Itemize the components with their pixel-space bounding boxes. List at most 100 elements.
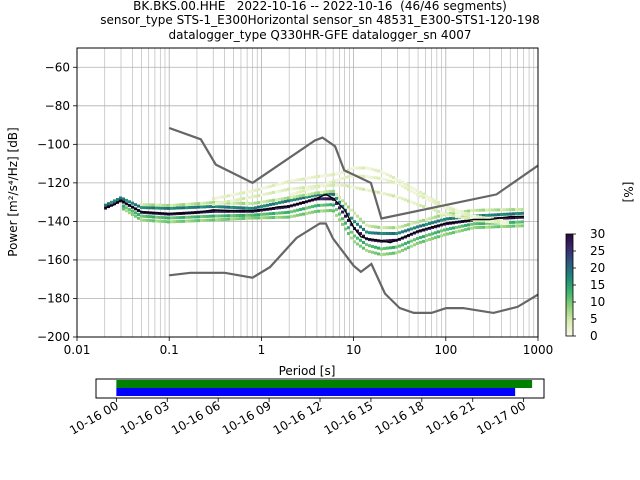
density-cell xyxy=(512,224,515,228)
density-cell xyxy=(140,203,143,207)
density-cell xyxy=(365,166,368,170)
density-cell xyxy=(269,212,272,216)
density-cell xyxy=(146,218,149,222)
density-cell xyxy=(371,245,374,248)
low-noise-model-line xyxy=(169,222,538,315)
density-cell xyxy=(470,222,473,226)
density-cell xyxy=(287,187,290,191)
density-cell xyxy=(134,211,137,215)
density-cell xyxy=(452,216,455,220)
density-cell xyxy=(140,214,143,218)
density-cell xyxy=(338,177,341,181)
density-cell xyxy=(422,235,425,239)
density-cell xyxy=(152,203,155,207)
density-cell xyxy=(398,225,401,229)
density-cell xyxy=(386,246,389,250)
density-cell xyxy=(260,216,263,220)
density-cell xyxy=(128,211,131,215)
density-cell xyxy=(275,198,278,202)
density-heatmap xyxy=(104,166,524,257)
density-cell xyxy=(467,214,470,218)
density-cell xyxy=(161,203,164,207)
density-cell xyxy=(374,231,377,235)
density-cell xyxy=(410,185,413,189)
density-cell xyxy=(494,218,497,222)
density-cell xyxy=(395,195,398,199)
density-cell xyxy=(515,220,518,224)
y-tick-label: −200 xyxy=(37,330,70,344)
density-cell xyxy=(422,223,425,227)
density-cell xyxy=(245,190,248,194)
density-cell xyxy=(227,217,230,221)
density-cell xyxy=(308,195,311,198)
density-cell xyxy=(176,216,179,220)
density-cell xyxy=(362,220,365,224)
density-cell xyxy=(287,215,290,219)
density-cell xyxy=(329,184,332,187)
density-cell xyxy=(212,203,215,206)
density-cell xyxy=(482,208,485,212)
density-cell xyxy=(167,216,170,220)
density-cell xyxy=(278,197,281,201)
density-cell xyxy=(125,198,128,202)
density-cell xyxy=(281,205,284,209)
density-cell xyxy=(317,174,320,178)
density-cell xyxy=(386,232,389,235)
density-cell xyxy=(230,217,233,221)
density-cell xyxy=(293,191,296,195)
density-cell xyxy=(194,219,197,223)
density-cell xyxy=(191,205,194,209)
density-cell xyxy=(329,197,332,201)
density-cell xyxy=(476,226,479,229)
colorbar-label: [%] xyxy=(621,182,635,203)
density-cell xyxy=(494,220,497,223)
density-cell xyxy=(167,220,170,224)
density-cell xyxy=(377,190,380,194)
y-tick-label: −160 xyxy=(37,253,70,267)
density-cell xyxy=(338,218,341,222)
density-cell xyxy=(413,243,416,247)
density-cell xyxy=(446,207,449,211)
density-cell xyxy=(464,224,467,227)
density-cell xyxy=(260,187,263,191)
density-cell xyxy=(404,223,407,227)
density-cell xyxy=(494,208,497,212)
density-cell xyxy=(362,174,365,178)
density-cell xyxy=(134,203,137,207)
density-cell xyxy=(392,176,395,180)
density-cell xyxy=(398,244,401,248)
density-cell xyxy=(215,214,218,218)
density-cell xyxy=(362,227,365,231)
density-cell xyxy=(326,173,329,177)
density-cell xyxy=(317,193,320,197)
density-cell xyxy=(359,174,362,178)
density-cell xyxy=(392,194,395,198)
density-cell xyxy=(347,175,350,179)
density-cell xyxy=(293,195,296,199)
density-cell xyxy=(407,223,410,227)
density-cell xyxy=(173,216,176,220)
density-cell xyxy=(221,205,224,209)
density-cell xyxy=(338,212,341,216)
density-cell xyxy=(479,219,482,223)
density-cell xyxy=(194,202,197,206)
density-cell xyxy=(170,203,173,207)
density-cell xyxy=(317,203,320,207)
density-cell xyxy=(362,246,365,250)
density-cell xyxy=(218,205,221,209)
density-cell xyxy=(233,201,236,205)
density-cell xyxy=(404,229,407,233)
density-cell xyxy=(428,199,431,202)
density-cell xyxy=(137,216,140,220)
density-cell xyxy=(254,213,257,217)
density-cell xyxy=(398,179,401,183)
density-cell xyxy=(350,223,353,227)
density-cell xyxy=(374,168,377,172)
density-cell xyxy=(284,196,287,200)
density-cell xyxy=(257,194,260,198)
density-cell xyxy=(425,197,428,201)
density-cell xyxy=(395,177,398,181)
density-cell xyxy=(383,252,386,256)
density-cell xyxy=(230,201,233,205)
density-cell xyxy=(410,227,413,231)
